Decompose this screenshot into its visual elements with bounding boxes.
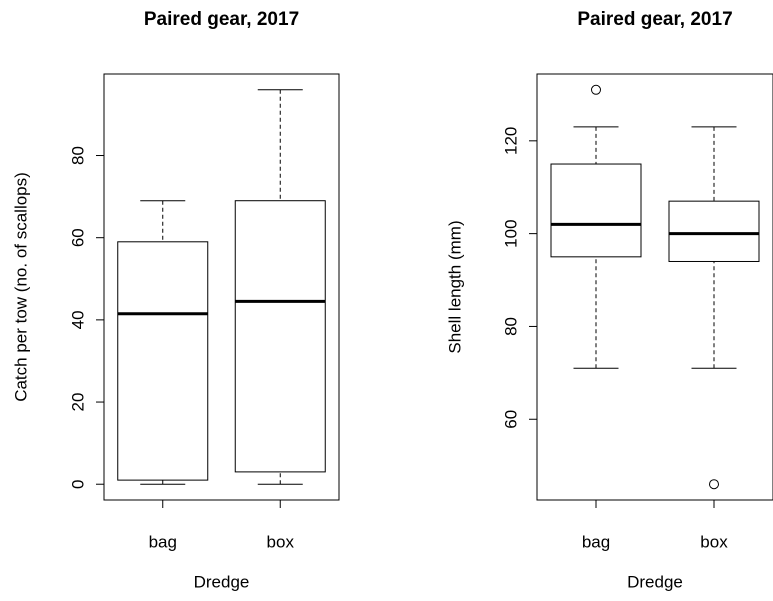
y-tick-label: 20 [68,393,87,412]
box [117,241,209,481]
x-tick-label: bag [582,532,610,551]
x-axis-label: Dredge [627,572,683,591]
y-tick-label: 0 [68,479,87,488]
box [668,200,760,262]
y-tick-label: 100 [501,219,520,247]
y-tick-label: 60 [68,228,87,247]
y-tick-label: 80 [501,317,520,336]
plot-frame [536,73,773,501]
y-axis-label: Shell length (mm) [445,220,464,353]
chart-title: Paired gear, 2017 [577,9,732,30]
plot-frame [103,73,340,501]
x-tick-label: box [267,532,295,551]
box [550,163,642,258]
x-axis-label: Dredge [194,572,250,591]
y-tick-label: 120 [501,127,520,155]
y-tick-label: 80 [68,146,87,165]
y-axis-label: Catch per tow (no. of scallops) [11,172,30,402]
outlier [591,84,601,95]
y-tick-label: 40 [68,310,87,329]
box [234,200,326,473]
y-tick-label: 60 [501,410,520,429]
x-tick-label: bag [149,532,177,551]
x-tick-label: box [700,532,728,551]
chart-title: Paired gear, 2017 [144,9,299,30]
outlier [709,479,719,490]
